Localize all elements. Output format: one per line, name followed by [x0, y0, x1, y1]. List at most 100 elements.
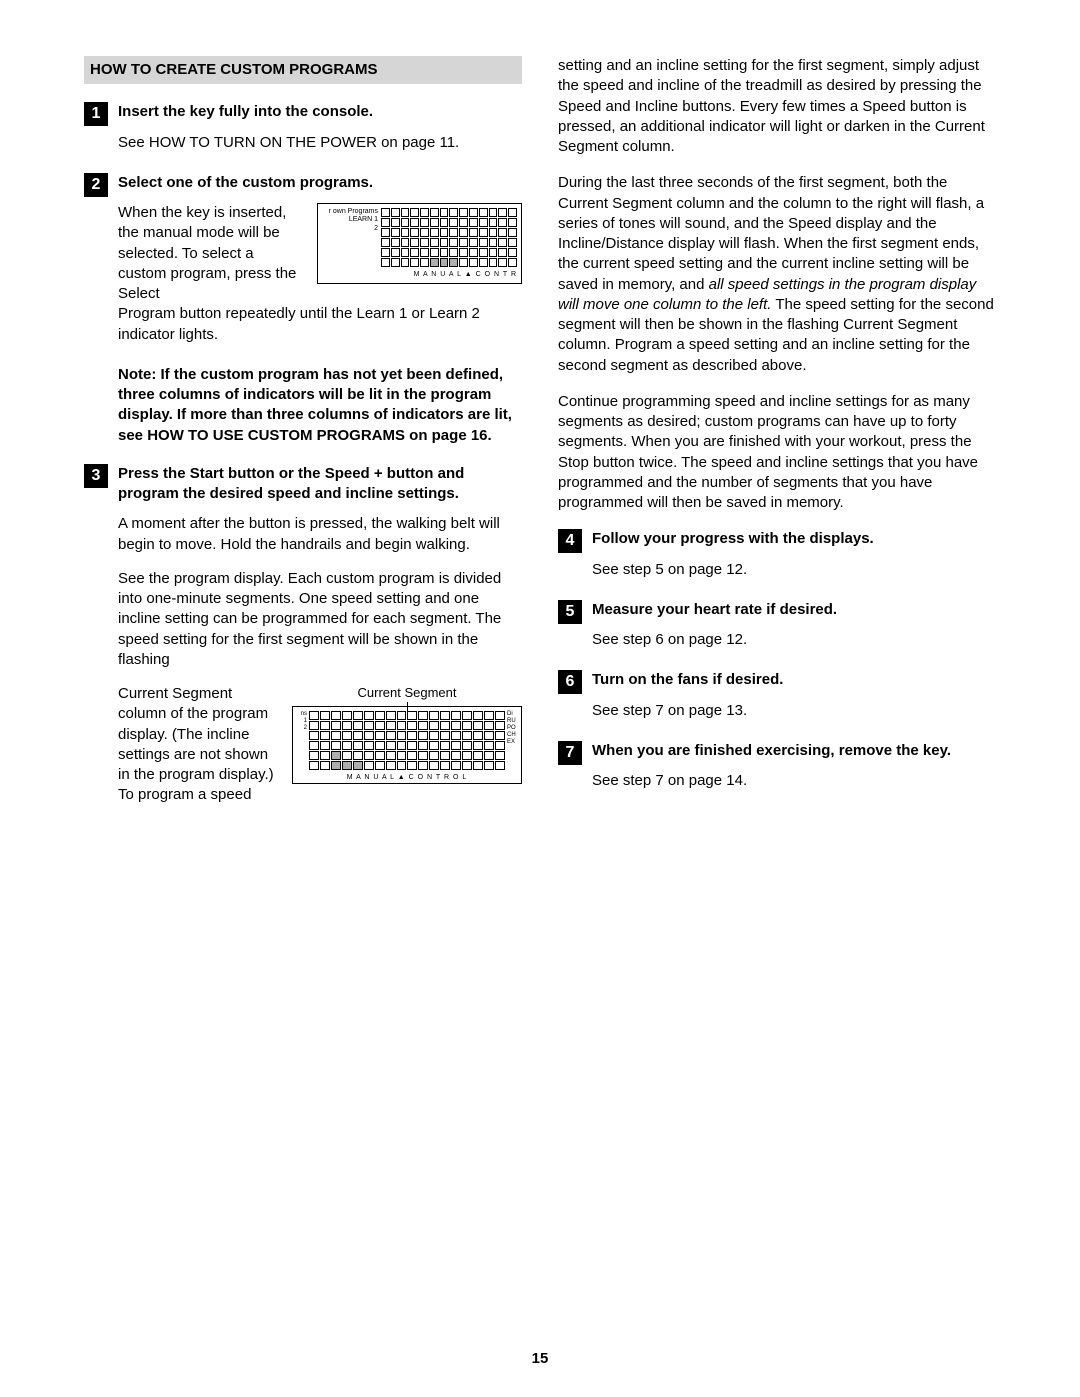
- grid-cell: [375, 741, 385, 750]
- grid-cell: [364, 731, 374, 740]
- fig2-label: 2: [295, 725, 307, 732]
- step-badge: 1: [84, 102, 108, 126]
- grid-cell: [498, 228, 507, 237]
- grid-cell: [381, 208, 390, 217]
- grid-cell: [364, 721, 374, 730]
- section-header: HOW TO CREATE CUSTOM PROGRAMS: [84, 56, 522, 84]
- grid-cell: [386, 741, 396, 750]
- grid-row: [309, 761, 505, 770]
- grid-cell: [353, 711, 363, 720]
- step-badge: 4: [558, 529, 582, 553]
- grid-cell: [498, 218, 507, 227]
- grid-cell: [429, 711, 439, 720]
- grid-cell: [440, 248, 449, 257]
- grid-cell: [508, 238, 517, 247]
- grid-cell: [407, 711, 417, 720]
- grid-cell: [498, 208, 507, 217]
- step-title: Follow your progress with the displays.: [592, 529, 996, 549]
- grid-cell: [375, 711, 385, 720]
- grid-cell: [418, 751, 428, 760]
- grid-cell: [331, 761, 341, 770]
- grid-cell: [420, 228, 429, 237]
- step3-para1: A moment after the button is pressed, th…: [118, 514, 522, 555]
- grid-cell: [479, 218, 488, 227]
- grid-cell: [495, 761, 505, 770]
- grid-cell: [342, 741, 352, 750]
- grid-cell: [495, 741, 505, 750]
- grid-cell: [462, 721, 472, 730]
- grid-cell: [451, 711, 461, 720]
- grid-cell: [440, 208, 449, 217]
- grid-row: [309, 741, 505, 750]
- step2-wrapflow: r own Programs LEARN 1 2 M A N U A L ▲ C…: [118, 203, 522, 304]
- grid-cell: [495, 751, 505, 760]
- grid-cell: [459, 238, 468, 247]
- grid-cell: [309, 721, 319, 730]
- grid-cell: [391, 248, 400, 257]
- grid-cell: [386, 721, 396, 730]
- grid-cell: [451, 761, 461, 770]
- grid-cell: [489, 248, 498, 257]
- grid-cell: [364, 741, 374, 750]
- grid-cell: [381, 228, 390, 237]
- grid-cell: [479, 228, 488, 237]
- grid-cell: [320, 721, 330, 730]
- step-text: See step 6 on page 12.: [592, 630, 996, 650]
- grid-cell: [420, 238, 429, 247]
- grid-cell: [407, 731, 417, 740]
- step-text: See step 7 on page 14.: [592, 771, 996, 791]
- grid-row: [381, 228, 517, 237]
- grid-cell: [410, 218, 419, 227]
- grid-cell: [331, 741, 341, 750]
- fig2-left-labels: ns 1 2: [295, 711, 307, 733]
- grid-cell: [469, 248, 478, 257]
- grid-cell: [489, 218, 498, 227]
- grid-cell: [381, 238, 390, 247]
- step3-wrapflow: Current Segment ns 1 2 M A N U A L ▲ C O…: [118, 684, 522, 806]
- grid-cell: [469, 238, 478, 247]
- grid-cell: [410, 238, 419, 247]
- step-2: 2 Select one of the custom programs. r o…: [84, 173, 522, 345]
- grid-cell: [479, 238, 488, 247]
- step-badge: 3: [84, 464, 108, 488]
- grid-cell: [451, 751, 461, 760]
- grid-cell: [364, 761, 374, 770]
- grid-cell: [401, 258, 410, 267]
- grid-cell: [391, 228, 400, 237]
- grid-cell: [309, 761, 319, 770]
- grid-cell: [498, 238, 507, 247]
- step-title: When you are finished exercising, remove…: [592, 741, 996, 761]
- grid-cell: [386, 731, 396, 740]
- step2-para-b: Program button repeatedly until the Lear…: [118, 304, 522, 345]
- grid-cell: [381, 258, 390, 267]
- grid-cell: [479, 258, 488, 267]
- program-display-fig-2: Current Segment ns 1 2 M A N U A L ▲ C O…: [292, 684, 522, 784]
- grid-cell: [495, 711, 505, 720]
- grid-cell: [342, 751, 352, 760]
- grid-cell: [309, 731, 319, 740]
- left-column: HOW TO CREATE CUSTOM PROGRAMS 1 Insert t…: [84, 56, 522, 826]
- grid-cell: [430, 218, 439, 227]
- grid-row: [381, 218, 517, 227]
- grid-cell: [498, 258, 507, 267]
- grid-cell: [462, 741, 472, 750]
- grid-cell: [397, 721, 407, 730]
- fig1-label: LEARN 1: [322, 216, 378, 224]
- grid-cell: [430, 208, 439, 217]
- grid-cell: [473, 751, 483, 760]
- grid-cell: [320, 751, 330, 760]
- grid-cell: [342, 731, 352, 740]
- grid-cell: [484, 731, 494, 740]
- grid-cell: [449, 248, 458, 257]
- grid-cell: [473, 721, 483, 730]
- grid-cell: [410, 228, 419, 237]
- grid-cell: [484, 721, 494, 730]
- fig1-label: 2: [322, 225, 378, 233]
- grid-cell: [484, 711, 494, 720]
- grid-cell: [430, 238, 439, 247]
- grid-cell: [309, 741, 319, 750]
- grid-cell: [508, 258, 517, 267]
- grid-cell: [397, 731, 407, 740]
- step-6: 6 Turn on the fans if desired. See step …: [558, 670, 996, 721]
- grid-cell: [459, 228, 468, 237]
